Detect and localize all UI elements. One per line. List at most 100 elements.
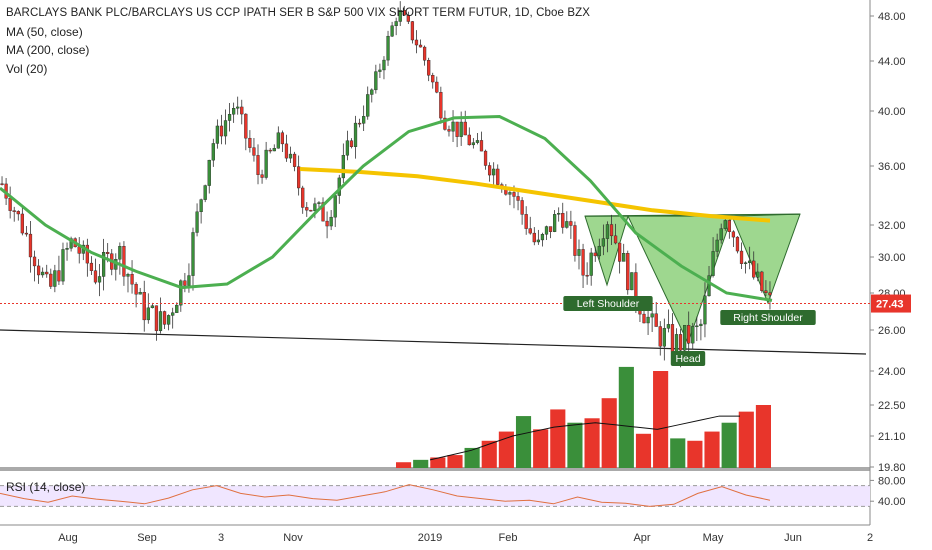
candle-body [187,275,191,286]
volume-bar [567,422,583,468]
candle-body [455,121,459,137]
candle-body [195,211,199,233]
rsi-tick-label: 80.00 [878,475,906,487]
price-tick-label: 26.00 [878,325,906,337]
candle-body [236,106,240,109]
candle-body [89,262,94,271]
candle-body [463,121,467,136]
candle-body [138,292,142,295]
left-shoulder-label-text: Left Shoulder [577,298,640,310]
candle-body [427,60,431,76]
head-triangle [627,215,733,345]
candle-body [329,216,333,227]
price-tick-label: 19.80 [878,462,906,474]
candle-body [447,129,451,132]
candle-body [508,192,512,195]
candle-body [36,265,41,276]
candle-body [301,187,305,208]
candle-body [370,89,374,95]
candle-body [191,232,195,276]
candle-body [743,262,748,264]
price-tick-label: 30.00 [878,252,906,264]
price-tick-label: 48.00 [878,11,906,23]
candle-body [459,121,463,137]
candle-body [77,246,81,254]
candle-body [483,150,488,166]
candle-body [41,271,45,276]
candle-body [760,271,764,291]
candle-body [719,228,723,241]
candle-body [711,251,715,276]
volume-legend[interactable]: Vol (20) [6,61,48,76]
candle-body [268,149,272,152]
candle-body [93,270,98,283]
candle-body [565,221,569,228]
candle-body [748,260,752,263]
candle-body [471,142,475,146]
candle-body [516,196,520,201]
candle-body [134,283,138,295]
candle-body [687,325,691,344]
ma200-legend[interactable]: MA (200, close) [6,43,90,57]
candle-body [215,125,220,144]
price-tick-label: 44.00 [878,56,906,68]
candle-body [349,140,354,147]
candle-body [764,290,768,294]
left-shoulder-label-bg [563,296,653,311]
time-tick-label: May [703,532,724,544]
right-shoulder-label: Right Shoulder [720,310,816,325]
symbol-title[interactable]: BARCLAYS BANK PLC/BARCLAYS US CCP IPATH … [6,7,590,19]
time-tick-label: Aug [58,532,78,544]
price-tick-label: 24.00 [878,366,906,378]
time-tick-label: 2019 [418,532,442,544]
candle-body [97,276,102,283]
head-label: Head [670,351,706,366]
price-tick-label: 32.00 [878,220,906,232]
price-tick-label: 22.50 [878,400,906,412]
candle-body [219,125,224,137]
rsi-legend[interactable]: RSI (14, close) [6,480,86,494]
candle-body [305,207,309,211]
volume-bar [396,462,412,468]
candle-body [613,235,618,244]
candle-body [451,121,455,132]
candle-body [723,220,727,229]
candle-body [252,147,256,156]
volume-bar [584,418,600,468]
time-tick-label: Apr [633,532,650,544]
candle-body [203,185,207,200]
candle-body [24,232,29,235]
candle-body [540,234,545,241]
candle-body [683,325,687,351]
head-label-bg [670,351,706,366]
volume-bar [601,398,617,468]
candle-body [605,224,610,239]
candle-body [28,233,33,258]
candle-body [378,69,382,72]
candle-body [597,245,601,257]
price-tick-label: 40.00 [878,106,906,118]
candle-body [666,324,671,329]
candle-body [126,274,130,277]
candle-body [492,168,496,176]
volume-bar [464,447,480,468]
candle-body [735,236,740,252]
volume-bar [515,416,532,468]
candle-body [309,209,313,212]
ma50-legend[interactable]: MA (50, close) [6,24,83,39]
time-tick-label: Nov [283,532,303,544]
candle-body [435,81,439,93]
volume-ma-line [429,415,740,461]
candle-body [727,220,731,232]
candle-body [118,246,122,260]
candle-body [227,114,232,121]
candle-body [658,326,662,347]
candle-body [240,106,244,115]
candle-body [703,295,707,325]
candle-body [162,311,167,325]
time-tick-label: Jun [784,532,802,544]
candle-body [166,315,171,325]
rsi-line [0,484,771,507]
candle-body [341,154,345,179]
